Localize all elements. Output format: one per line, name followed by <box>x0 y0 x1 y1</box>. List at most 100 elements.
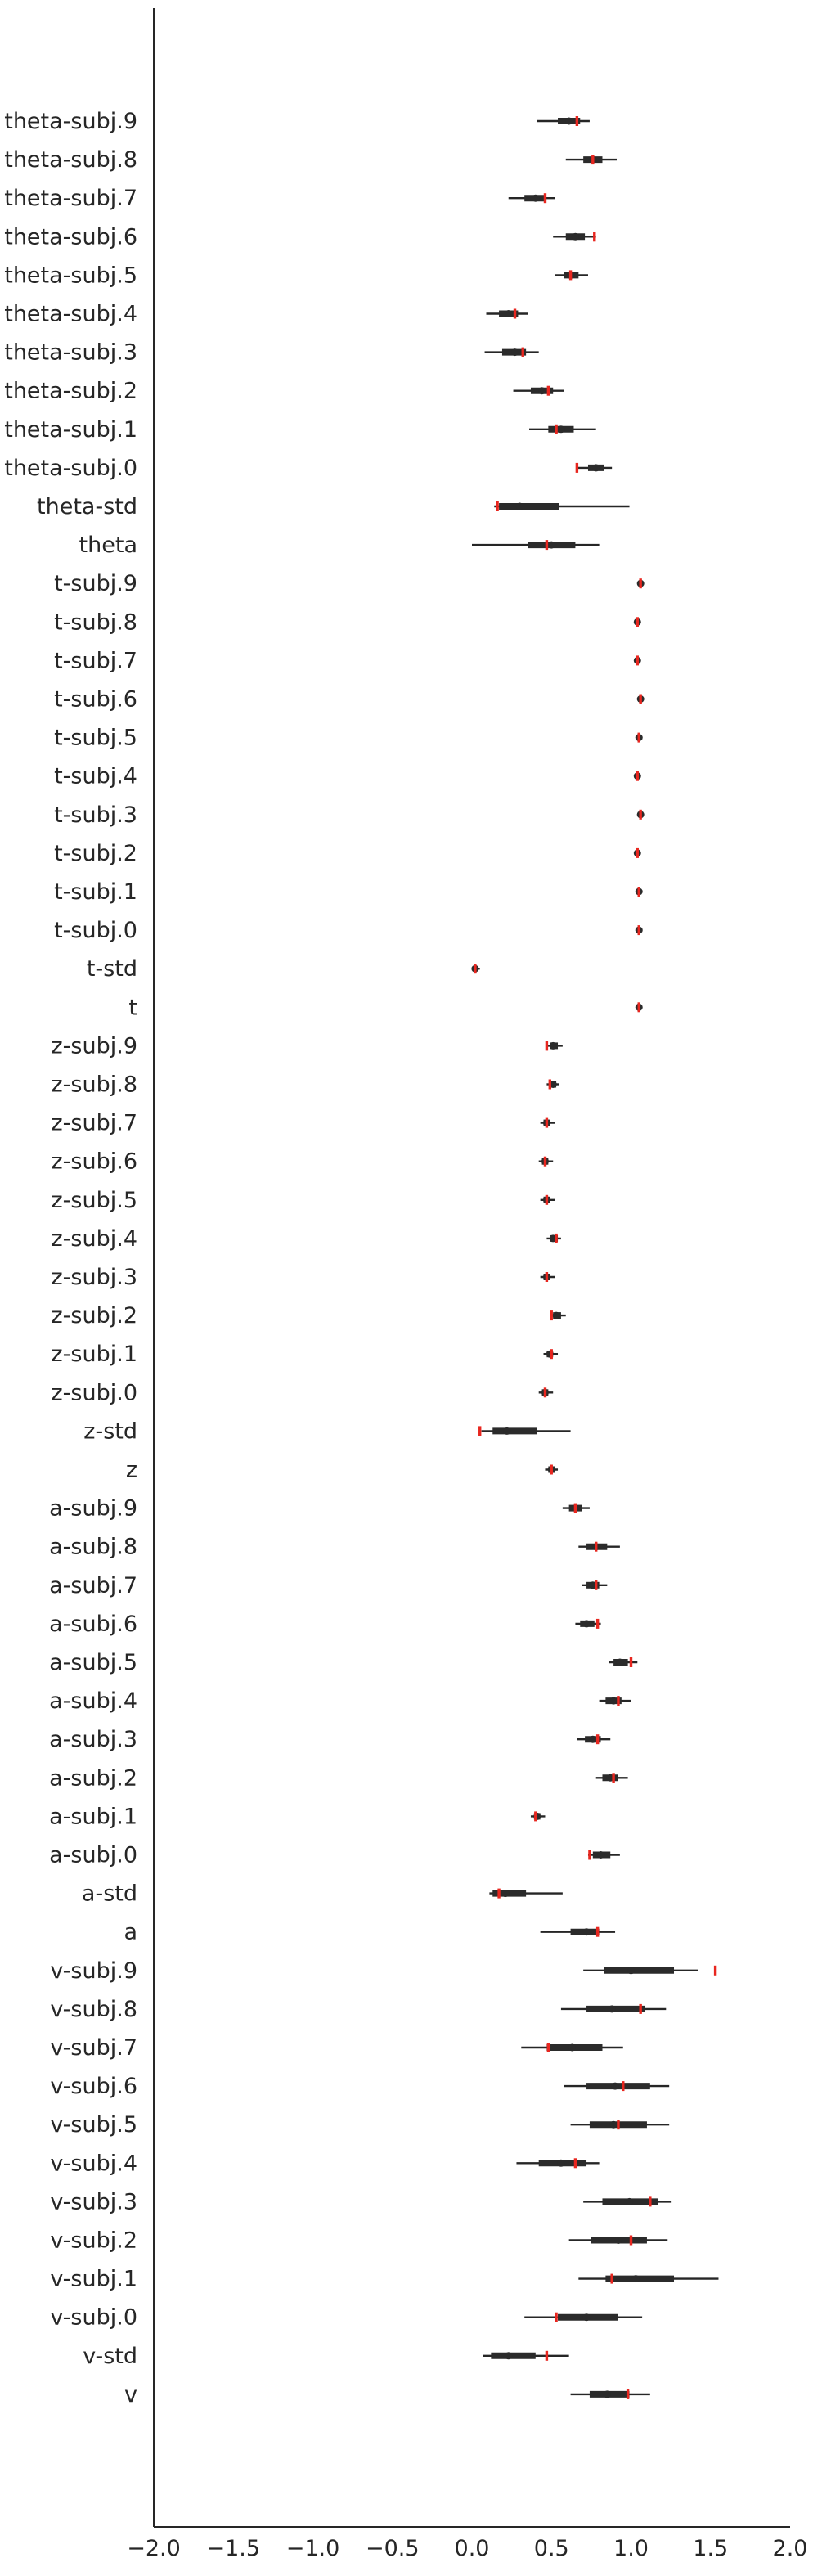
median-marker <box>626 2197 634 2205</box>
box-z-subj.9 <box>545 1041 563 1051</box>
box-theta-subj.0 <box>575 462 613 473</box>
median-marker <box>627 1967 635 1975</box>
y-tick-label: a-subj.7 <box>49 1573 137 1598</box>
y-tick-label: v-subj.7 <box>50 2035 137 2061</box>
box-v-subj.7 <box>521 2043 623 2052</box>
box-v-subj.8 <box>560 2003 667 2014</box>
box-z-subj.3 <box>540 1272 555 1282</box>
y-tick-label: t-subj.2 <box>54 841 137 866</box>
box-a-subj.3 <box>577 1734 611 1745</box>
y-tick-label: t-subj.0 <box>54 918 137 943</box>
y-tick-label: z <box>126 1458 137 1483</box>
median-marker <box>532 194 540 202</box>
y-tick-label: z-subj.9 <box>52 1033 138 1059</box>
y-tick-label: theta-subj.0 <box>4 456 137 481</box>
box-a-subj.6 <box>575 1618 601 1629</box>
box-z-std <box>478 1426 571 1436</box>
x-tick-labels: −2.0 −1.5 −1.0 −0.5 0.0 0.5 1.0 1.5 2.0 <box>127 2536 807 2561</box>
y-tick-label: a-subj.4 <box>49 1688 137 1714</box>
y-tick-label: t-subj.6 <box>54 687 137 713</box>
y-tick-label: z-subj.1 <box>52 1342 138 1367</box>
axes <box>153 8 790 2528</box>
y-tick-label: a-subj.9 <box>49 1496 137 1522</box>
box-a-subj.1 <box>530 1811 546 1822</box>
median-marker <box>582 1620 591 1628</box>
median-marker <box>597 1851 605 1859</box>
box-v-subj.2 <box>568 2235 668 2246</box>
y-tick-label: z-subj.4 <box>52 1226 138 1252</box>
box-v-subj.6 <box>564 2081 670 2092</box>
median-marker <box>608 2005 616 2013</box>
y-tick-label: v-std <box>83 2344 137 2369</box>
box-v-subj.1 <box>578 2273 719 2284</box>
y-tick-label: a-subj.5 <box>49 1650 137 1675</box>
y-tick-label: a-subj.3 <box>49 1727 137 1752</box>
box-t-subj.1 <box>635 887 643 897</box>
x-tick-label: 1.0 <box>613 2536 649 2561</box>
y-tick-label: v-subj.1 <box>50 2267 137 2292</box>
median-marker <box>557 2159 565 2167</box>
y-tick-label: t-subj.1 <box>54 879 137 905</box>
median-marker <box>571 232 579 241</box>
median-marker <box>557 425 565 434</box>
y-tick-label: a-std <box>82 1881 137 1907</box>
box-theta <box>472 540 600 551</box>
y-tick-label: t-subj.3 <box>54 802 137 828</box>
y-tick-label: theta-subj.9 <box>4 109 137 134</box>
box-a-subj.4 <box>599 1696 631 1706</box>
box-a-subj.5 <box>609 1657 638 1667</box>
box-theta-subj.9 <box>537 116 590 126</box>
y-tick-label: v-subj.5 <box>50 2112 137 2138</box>
y-tick-label: v <box>124 2382 137 2407</box>
y-tick-label: z-std <box>83 1418 137 1444</box>
y-tick-label: v-subj.4 <box>50 2151 137 2176</box>
y-tick-label: z-subj.0 <box>52 1380 138 1405</box>
median-marker <box>515 502 523 510</box>
x-tick-label: −1.0 <box>286 2536 340 2561</box>
y-tick-label: t-subj.7 <box>54 648 137 673</box>
y-tick-label: theta-subj.4 <box>4 302 137 327</box>
y-tick-label: theta-subj.6 <box>4 224 137 250</box>
y-tick-label: z-subj.3 <box>52 1265 138 1290</box>
box-a-std <box>489 1888 563 1899</box>
y-tick-label: a-subj.8 <box>49 1535 137 1560</box>
median-marker <box>582 1928 591 1936</box>
y-tick-label: theta <box>79 533 137 558</box>
box-theta-subj.2 <box>513 385 564 396</box>
y-tick-label: v-subj.8 <box>50 1997 137 2022</box>
y-tick-label: theta-subj.5 <box>4 263 137 288</box>
median-marker <box>582 2313 591 2322</box>
box-z-subj.1 <box>543 1349 559 1360</box>
box-theta-subj.1 <box>529 424 596 434</box>
y-tick-label: theta-subj.3 <box>4 340 137 366</box>
median-marker <box>568 2043 577 2052</box>
median-marker <box>616 1658 624 1666</box>
median-marker <box>549 1041 557 1050</box>
median-marker <box>547 541 555 549</box>
y-tick-label: v-subj.9 <box>50 1958 137 1984</box>
box-t-subj.0 <box>635 925 643 936</box>
y-tick-label: a-subj.0 <box>49 1843 137 1868</box>
box-series <box>471 116 719 2399</box>
box-z-subj.7 <box>540 1117 555 1128</box>
y-tick-label: theta-std <box>37 494 137 519</box>
median-marker <box>631 2275 640 2283</box>
median-marker <box>603 2390 611 2398</box>
y-tick-label: t-subj.5 <box>54 726 137 751</box>
box-v <box>570 2389 650 2399</box>
box-a-subj.2 <box>595 1773 628 1783</box>
box-t-subj.9 <box>636 578 645 589</box>
y-tick-label: v-subj.6 <box>50 2074 137 2099</box>
box-v-subj.0 <box>524 2312 643 2322</box>
y-tick-label: a-subj.6 <box>49 1612 137 1637</box>
y-tick-label: theta-subj.7 <box>4 186 137 211</box>
median-marker <box>609 1697 618 1705</box>
box-v-std <box>483 2350 569 2361</box>
median-marker <box>501 1890 510 1898</box>
x-tick-label: 0.0 <box>455 2536 490 2561</box>
box-v-subj.4 <box>516 2158 600 2169</box>
box-t-subj.3 <box>636 809 645 820</box>
y-tick-label: a <box>124 1920 137 1945</box>
box-z-subj.4 <box>546 1233 561 1243</box>
box-z-subj.8 <box>546 1079 559 1090</box>
